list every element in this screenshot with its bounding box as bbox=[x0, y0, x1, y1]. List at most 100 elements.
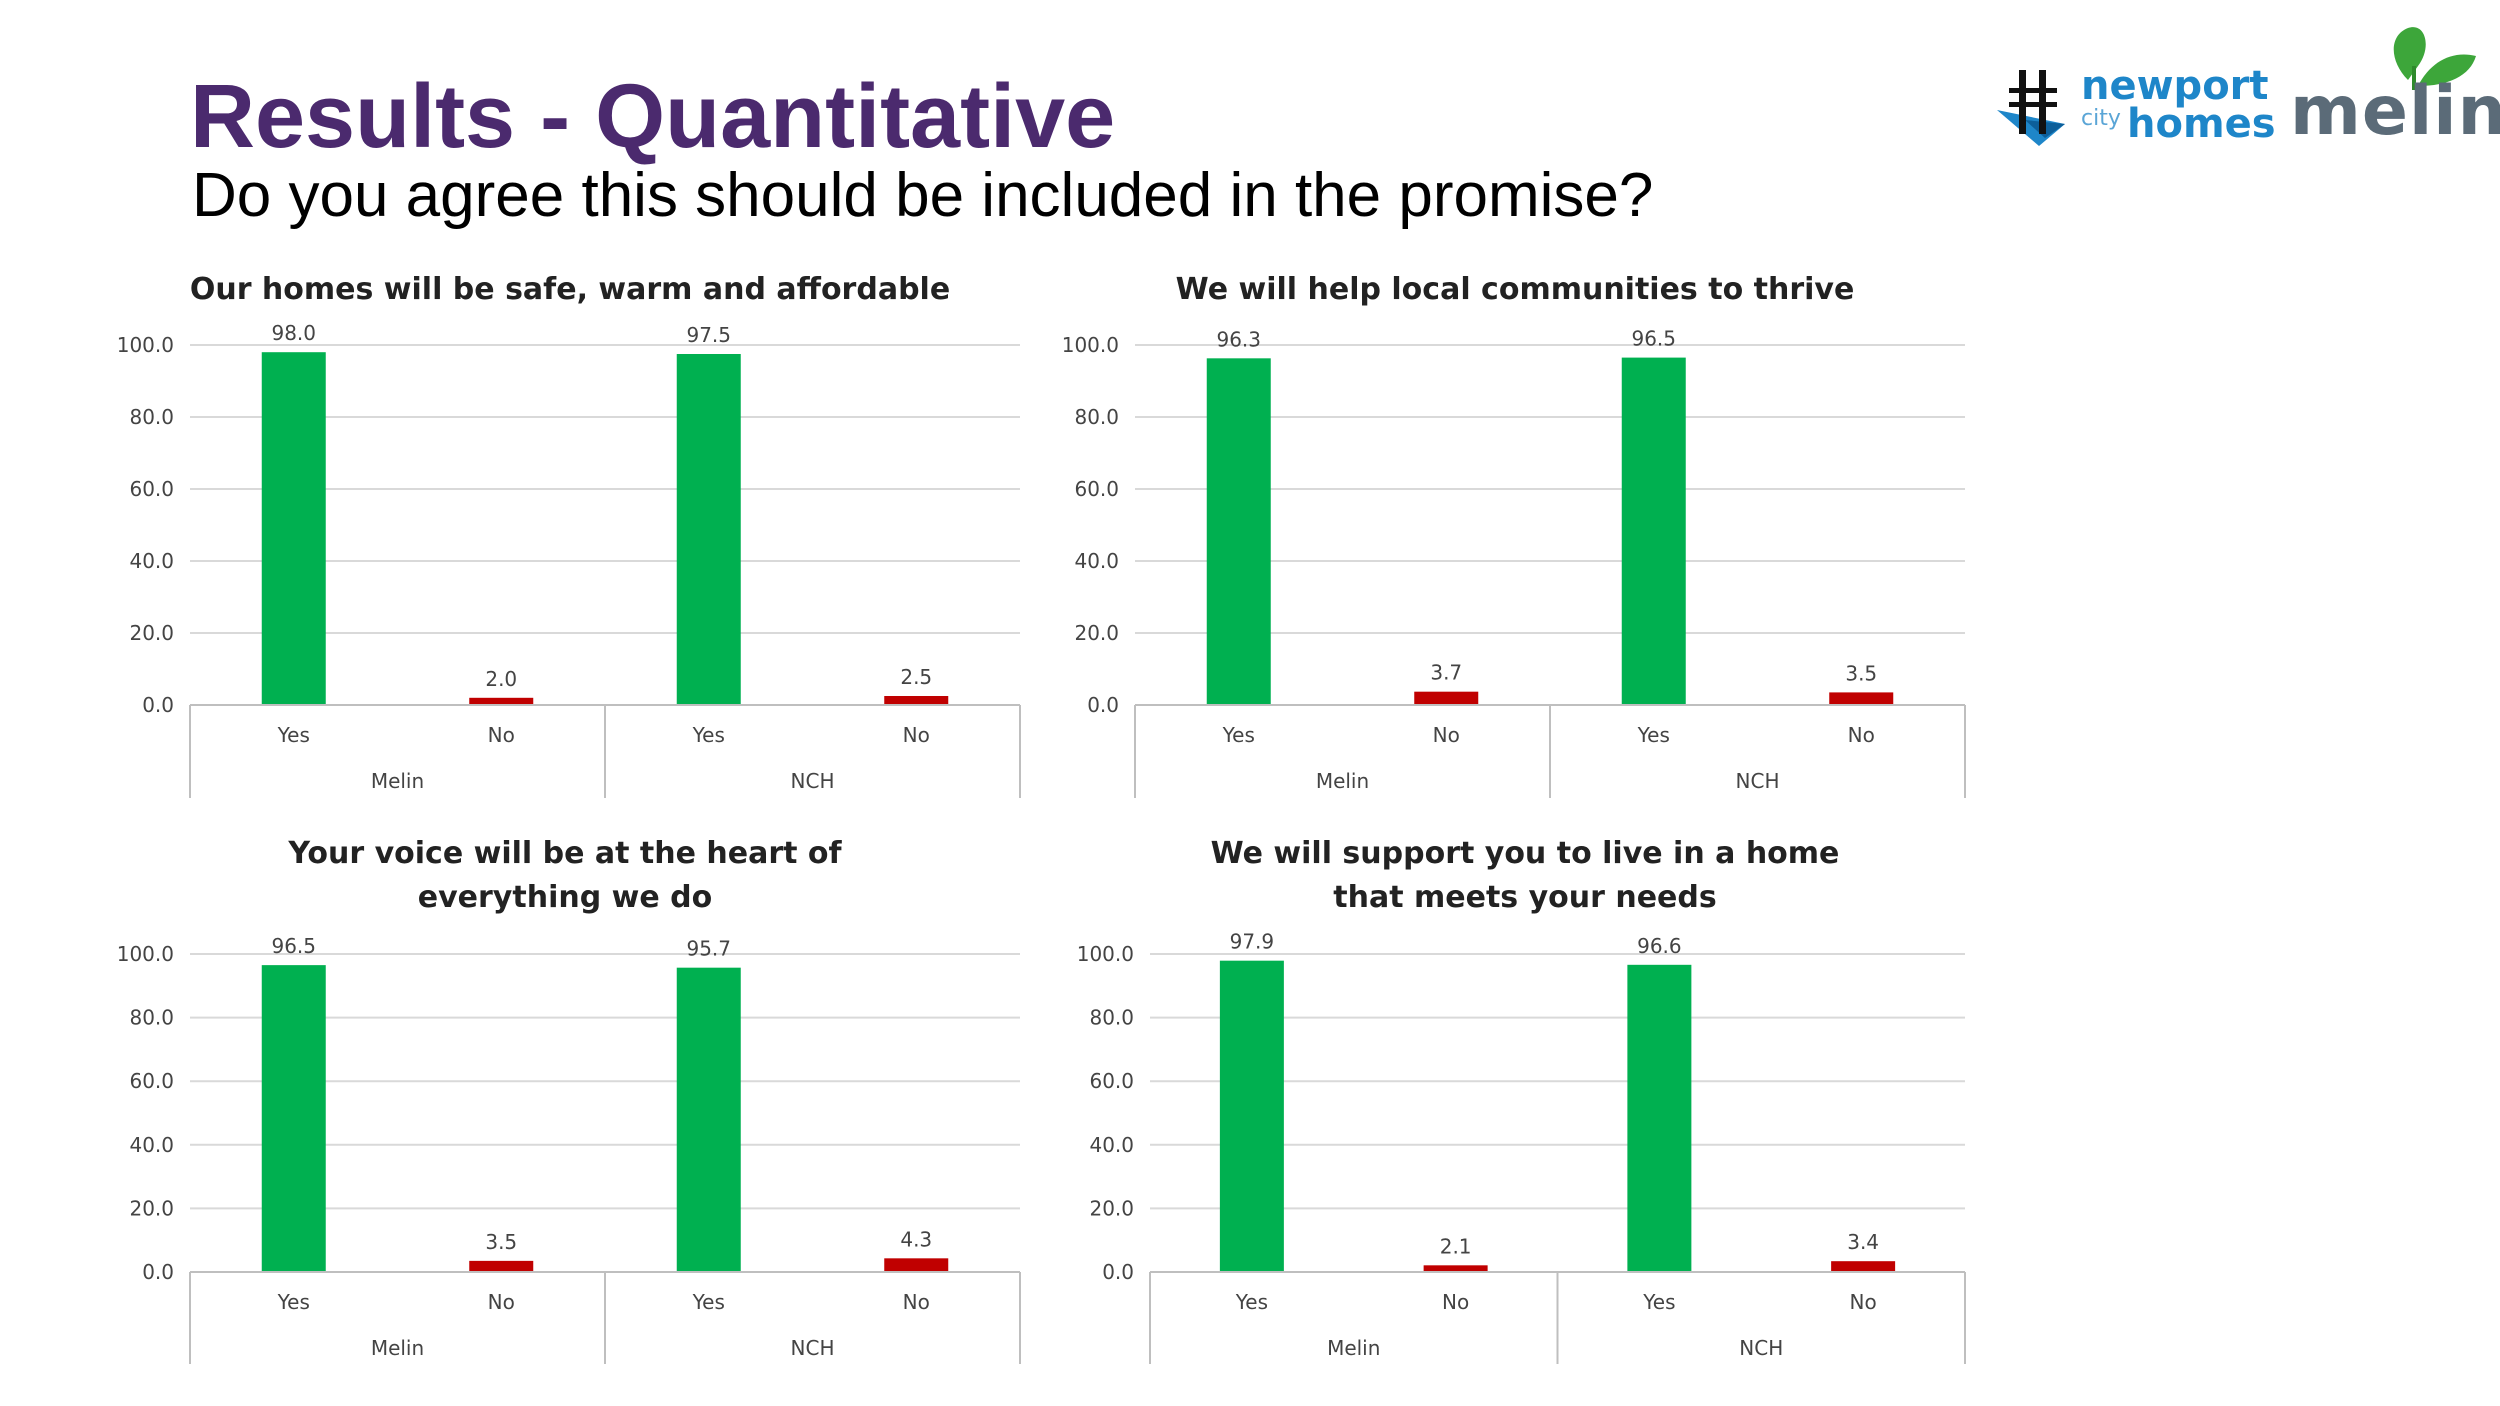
x-category-label: No bbox=[1850, 1290, 1877, 1314]
data-label: 96.6 bbox=[1637, 934, 1682, 958]
melin-logo-text: melin bbox=[2290, 72, 2500, 151]
data-label: 97.5 bbox=[686, 323, 731, 347]
data-label: 95.7 bbox=[686, 937, 731, 961]
data-label: 96.5 bbox=[1631, 327, 1676, 351]
y-tick-label: 20.0 bbox=[1074, 621, 1119, 645]
bar bbox=[884, 1258, 949, 1272]
x-group-label: NCH bbox=[791, 769, 835, 793]
nch-logo-line1: newport bbox=[2081, 63, 2269, 109]
x-group-label: NCH bbox=[791, 1336, 835, 1360]
bar bbox=[676, 967, 741, 1272]
bar-chart: 0.0 20.0 40.0 60.0 80.0 100.0 98.0 Yes 2.0 No 97.5… bbox=[117, 321, 1021, 798]
x-group-label: Melin bbox=[1327, 1336, 1380, 1360]
y-tick-label: 80.0 bbox=[129, 1006, 174, 1030]
data-label: 2.0 bbox=[485, 667, 517, 691]
chart-panel: Your voice will be at the heart of every… bbox=[110, 832, 1030, 1372]
x-category-label: No bbox=[488, 723, 515, 747]
chart-title: We will help local communities to thrive bbox=[1175, 272, 1855, 307]
data-label: 2.1 bbox=[1440, 1234, 1472, 1258]
bar bbox=[1627, 964, 1692, 1272]
x-group-label: Melin bbox=[371, 769, 424, 793]
data-label: 3.5 bbox=[1845, 661, 1877, 685]
x-category-label: Yes bbox=[1637, 723, 1670, 747]
data-label: 96.5 bbox=[271, 934, 316, 958]
y-tick-label: 0.0 bbox=[142, 1260, 174, 1284]
page-title: Results - Quantitative bbox=[190, 67, 1116, 167]
y-tick-label: 60.0 bbox=[1089, 1069, 1134, 1093]
bar bbox=[261, 965, 326, 1272]
y-tick-label: 80.0 bbox=[1089, 1006, 1134, 1030]
bar bbox=[1423, 1265, 1488, 1272]
x-category-label: Yes bbox=[277, 1290, 310, 1314]
leaf-icon bbox=[2393, 27, 2476, 90]
x-category-label: No bbox=[1433, 723, 1460, 747]
data-label: 3.7 bbox=[1430, 661, 1462, 685]
x-category-label: No bbox=[1848, 723, 1875, 747]
data-label: 2.5 bbox=[900, 665, 932, 689]
data-label: 3.4 bbox=[1847, 1230, 1879, 1254]
y-tick-label: 40.0 bbox=[1089, 1133, 1134, 1157]
y-tick-label: 100.0 bbox=[117, 333, 174, 357]
chart-panel: We will help local communities to thrive… bbox=[1055, 268, 1975, 808]
y-tick-label: 0.0 bbox=[1102, 1260, 1134, 1284]
x-category-label: Yes bbox=[1222, 723, 1255, 747]
x-group-label: Melin bbox=[1316, 769, 1369, 793]
x-category-label: No bbox=[1442, 1290, 1469, 1314]
x-category-label: Yes bbox=[692, 1290, 725, 1314]
nch-logo-line2: homes bbox=[2127, 101, 2276, 147]
chart-panel: We will support you to live in a home th… bbox=[1055, 832, 1975, 1372]
nch-bridge-icon bbox=[1997, 70, 2065, 146]
nch-logo-small: city bbox=[2081, 106, 2121, 131]
y-tick-label: 40.0 bbox=[129, 1133, 174, 1157]
x-category-label: Yes bbox=[1235, 1290, 1268, 1314]
x-category-label: No bbox=[488, 1290, 515, 1314]
x-group-label: NCH bbox=[1736, 769, 1780, 793]
bar bbox=[469, 1260, 534, 1272]
chart-panel: Our homes will be safe, warm and afforda… bbox=[110, 268, 1030, 808]
y-tick-label: 20.0 bbox=[129, 1196, 174, 1220]
y-tick-label: 100.0 bbox=[1077, 942, 1134, 966]
bar bbox=[676, 354, 741, 705]
y-tick-label: 60.0 bbox=[1074, 477, 1119, 501]
newport-city-homes-logo: newport city homes bbox=[1995, 62, 2276, 152]
chart-title: We will support you to live in a home th… bbox=[1210, 836, 1840, 915]
data-label: 97.9 bbox=[1230, 930, 1275, 954]
y-tick-label: 60.0 bbox=[129, 1069, 174, 1093]
bar bbox=[1206, 358, 1271, 705]
y-tick-label: 80.0 bbox=[1074, 405, 1119, 429]
y-tick-label: 100.0 bbox=[117, 942, 174, 966]
y-tick-label: 20.0 bbox=[1089, 1196, 1134, 1220]
y-tick-label: 80.0 bbox=[129, 405, 174, 429]
y-tick-label: 20.0 bbox=[129, 621, 174, 645]
bar bbox=[261, 352, 326, 705]
y-tick-label: 0.0 bbox=[142, 693, 174, 717]
bar-chart: 0.0 20.0 40.0 60.0 80.0 100.0 97.9 Yes 2.1 No 96.6… bbox=[1077, 930, 1966, 1364]
y-tick-label: 0.0 bbox=[1087, 693, 1119, 717]
chart-title: Our homes will be safe, warm and afforda… bbox=[189, 272, 951, 307]
data-label: 96.3 bbox=[1216, 327, 1261, 351]
x-category-label: No bbox=[903, 1290, 930, 1314]
bar-chart: 0.0 20.0 40.0 60.0 80.0 100.0 96.5 Yes 3.5 No 95.7… bbox=[117, 934, 1021, 1364]
bar bbox=[1621, 357, 1686, 705]
chart-title: Your voice will be at the heart of every… bbox=[288, 836, 842, 915]
bar bbox=[1219, 960, 1284, 1272]
page-subtitle: Do you agree this should be included in … bbox=[192, 161, 1654, 230]
x-group-label: NCH bbox=[1739, 1336, 1783, 1360]
bar bbox=[469, 697, 534, 705]
x-category-label: Yes bbox=[277, 723, 310, 747]
x-group-label: Melin bbox=[371, 1336, 424, 1360]
bar bbox=[1414, 691, 1479, 705]
y-tick-label: 40.0 bbox=[1074, 549, 1119, 573]
y-tick-label: 100.0 bbox=[1062, 333, 1119, 357]
data-label: 4.3 bbox=[900, 1227, 932, 1251]
melin-logo: melin bbox=[2280, 22, 2500, 152]
data-label: 98.0 bbox=[271, 321, 316, 345]
bar bbox=[1829, 692, 1894, 705]
y-tick-label: 40.0 bbox=[129, 549, 174, 573]
data-label: 3.5 bbox=[485, 1230, 517, 1254]
y-tick-label: 60.0 bbox=[129, 477, 174, 501]
bar bbox=[1831, 1261, 1896, 1272]
x-category-label: No bbox=[903, 723, 930, 747]
x-category-label: Yes bbox=[1642, 1290, 1675, 1314]
bar bbox=[884, 696, 949, 705]
